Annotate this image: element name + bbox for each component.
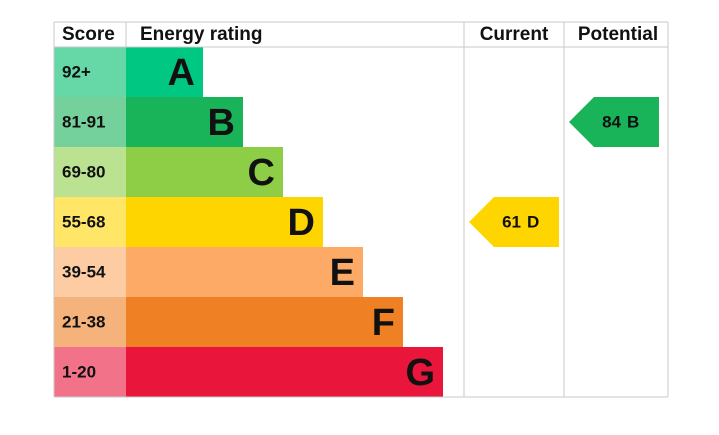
rating-bar xyxy=(126,247,363,297)
score-label: 55-68 xyxy=(62,212,105,231)
score-label: 92+ xyxy=(62,62,91,81)
rating-bar xyxy=(126,197,323,247)
rating-bar xyxy=(126,47,203,97)
score-cell xyxy=(54,347,126,397)
rating-bar xyxy=(126,297,403,347)
potential-value: 84 xyxy=(602,112,621,131)
rating-letter: A xyxy=(168,52,195,94)
score-cell xyxy=(54,47,126,97)
rating-bar xyxy=(126,347,443,397)
score-label: 69-80 xyxy=(62,162,105,181)
header-potential: Potential xyxy=(578,24,658,45)
rating-bar xyxy=(126,97,243,147)
rating-letter: D xyxy=(288,202,315,244)
rating-letter: F xyxy=(372,302,395,344)
score-label: 21-38 xyxy=(62,312,105,331)
header-rating: Energy rating xyxy=(140,24,262,45)
potential-letter: B xyxy=(627,112,639,131)
rating-letter: G xyxy=(405,352,435,394)
rating-letter: C xyxy=(248,152,275,194)
score-cell xyxy=(54,297,126,347)
header-current: Current xyxy=(480,24,549,45)
rating-letter: E xyxy=(330,252,355,294)
rating-letter: B xyxy=(208,102,235,144)
score-cell xyxy=(54,147,126,197)
score-cell xyxy=(54,247,126,297)
rating-bar xyxy=(126,147,283,197)
header-score: Score xyxy=(62,24,115,45)
score-label: 81-91 xyxy=(62,112,105,131)
potential-arrow xyxy=(569,97,659,147)
score-label: 1-20 xyxy=(62,362,96,381)
score-label: 39-54 xyxy=(62,262,106,281)
current-letter: D xyxy=(527,212,539,231)
score-cell xyxy=(54,197,126,247)
current-arrow xyxy=(469,197,559,247)
score-cell xyxy=(54,97,126,147)
current-value: 61 xyxy=(502,212,521,231)
